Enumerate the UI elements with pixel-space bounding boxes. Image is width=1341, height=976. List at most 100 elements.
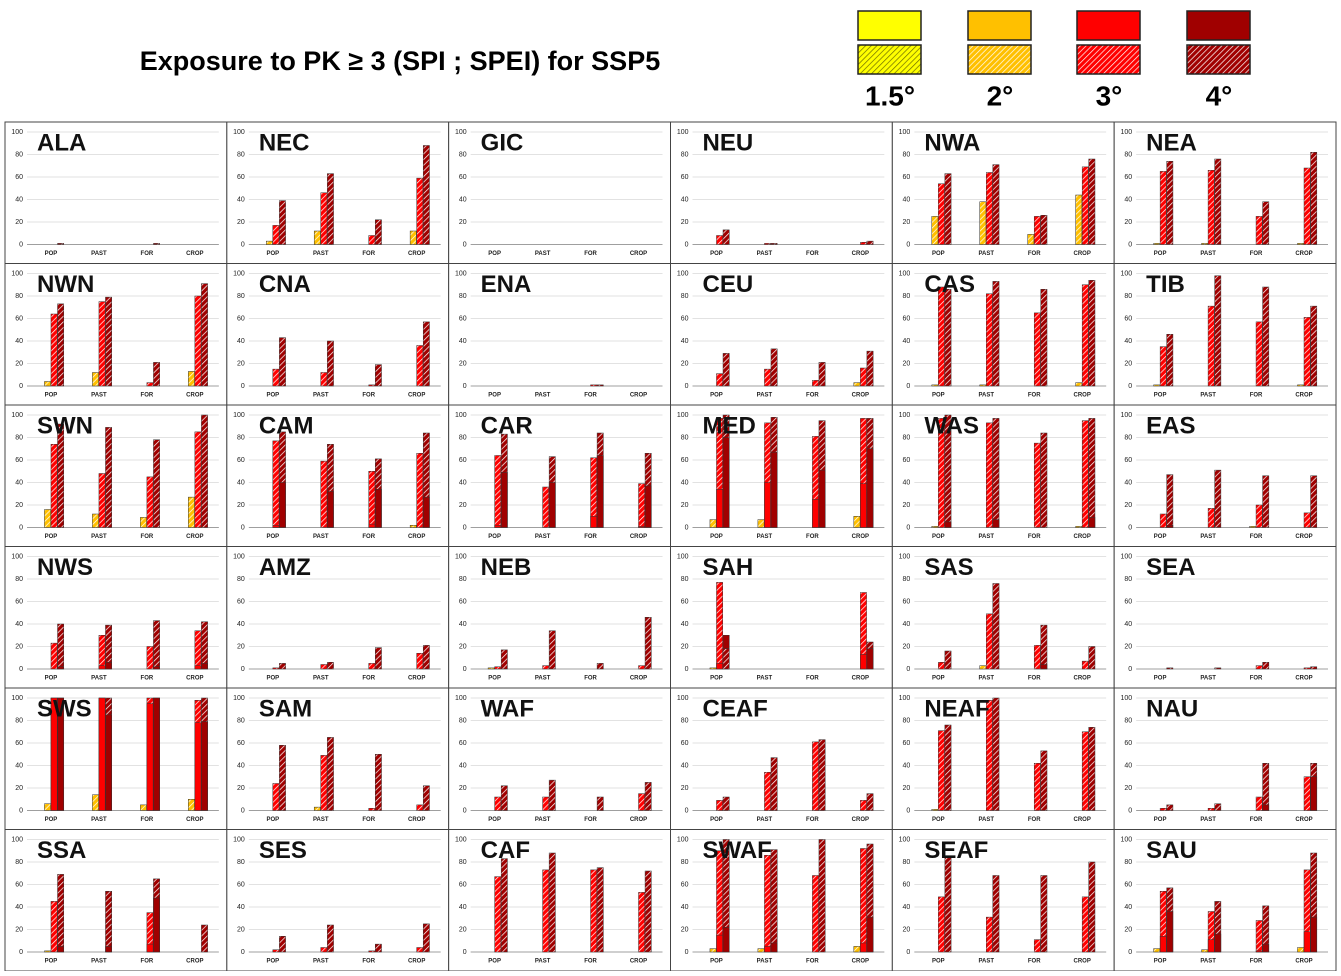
x-tick-label: CROP [1295,959,1312,965]
bar-hatched [938,418,945,528]
bar-hatched [757,519,765,528]
bar-hatched [1088,158,1096,245]
bar-hatched [818,839,826,953]
bar-hatched [542,665,550,670]
bar-hatched [320,664,328,670]
x-tick-label: CROP [630,817,647,823]
bar-solid [716,934,723,953]
panel: 0 20 40 60 80 100 POP PAST FOR CROP CNA [226,263,450,406]
bar-hatched [866,240,874,245]
bar-hatched [638,793,646,811]
y-tick-label: 80 [681,576,689,583]
x-tick-label: POP [932,534,945,540]
y-tick-label: 80 [1124,434,1132,441]
bar-hatched [1207,808,1215,811]
bar-hatched [1081,166,1089,245]
y-tick-label: 100 [899,412,911,419]
bar-hatched [1255,504,1263,528]
panel-title: SAM [259,695,312,722]
bar-hatched [1040,750,1048,811]
panel-title: SWS [37,695,92,722]
x-tick-label: POP [488,534,501,540]
bar-hatched [1207,170,1215,245]
y-tick-label: 80 [15,151,23,158]
y-tick-label: 80 [903,576,911,583]
y-tick-label: 60 [459,740,467,747]
x-tick-label: POP [488,676,501,682]
panel-frame [448,404,671,547]
bar-hatched [500,649,508,670]
y-tick-label: 20 [237,219,245,226]
x-tick-label: POP [45,676,58,682]
bar-hatched [1033,442,1041,528]
x-tick-label: PAST [91,393,107,399]
legend-swatch [967,10,1032,41]
panel-title: TIB [1146,271,1185,298]
panel-title: SEAF [924,837,988,864]
bar-hatched [1027,234,1035,245]
x-tick-label: POP [1154,393,1167,399]
bar-hatched [194,295,202,387]
legend-swatch [857,44,922,75]
bar-hatched [938,286,945,387]
bar-hatched [548,630,556,670]
bar-hatched [272,368,280,387]
bar-hatched [644,617,652,670]
y-tick-label: 80 [903,717,911,724]
y-tick-label: 20 [15,643,23,650]
panel-title: NEC [259,129,310,156]
bar-solid [272,525,280,528]
bar-hatched [1088,646,1096,670]
bar-solid [105,946,112,953]
y-tick-label: 0 [685,949,689,956]
bar-hatched [201,283,208,387]
bar-hatched [1310,305,1318,387]
panel-title: WAF [481,695,534,722]
x-tick-label: CROP [1074,534,1091,540]
y-tick-label: 80 [459,717,467,724]
bar-hatched [1207,305,1215,387]
bar-hatched [266,240,273,245]
y-tick-label: 20 [15,926,23,933]
panel-title: NAU [1146,695,1198,722]
bar-solid [1214,933,1222,953]
bar-hatched [188,799,195,811]
bar-hatched [638,892,646,953]
bar-hatched [416,804,424,811]
y-tick-label: 60 [1124,598,1132,605]
x-tick-label: FOR [1250,393,1263,399]
panel: 0 20 40 60 80 100 POP PAST FOR CROP CAF [448,829,671,972]
bar-hatched [1088,280,1096,387]
x-tick-label: PAST [313,393,329,399]
x-tick-label: FOR [806,817,819,823]
bar-hatched [944,857,952,953]
y-tick-label: 0 [241,666,245,673]
bar-hatched [860,800,867,811]
bar-hatched [409,525,417,528]
y-tick-label: 40 [903,479,911,486]
bar-hatched [931,384,939,387]
bar-hatched [201,621,208,670]
x-tick-label: POP [710,959,723,965]
y-tick-label: 20 [459,219,467,226]
y-tick-label: 20 [1124,360,1132,367]
bar-hatched [1297,947,1304,953]
panel: 0 20 40 60 80 100 POP PAST FOR CROP AMZ [226,546,450,689]
y-tick-label: 80 [237,717,245,724]
y-tick-label: 60 [903,457,911,464]
y-tick-label: 0 [19,241,23,248]
bar-solid [770,451,778,528]
x-tick-label: CROP [852,534,869,540]
bar-hatched [487,667,495,670]
bar-hatched [818,362,826,387]
bar-hatched [1207,508,1215,528]
panel-frame [670,546,893,689]
bar-solid [1159,936,1167,953]
y-tick-label: 0 [241,807,245,814]
bar-hatched [764,243,771,245]
bar-hatched [1153,948,1161,953]
bar-hatched [92,513,99,528]
y-tick-label: 80 [681,434,689,441]
y-tick-label: 80 [1124,576,1132,583]
bar-hatched [722,648,730,670]
